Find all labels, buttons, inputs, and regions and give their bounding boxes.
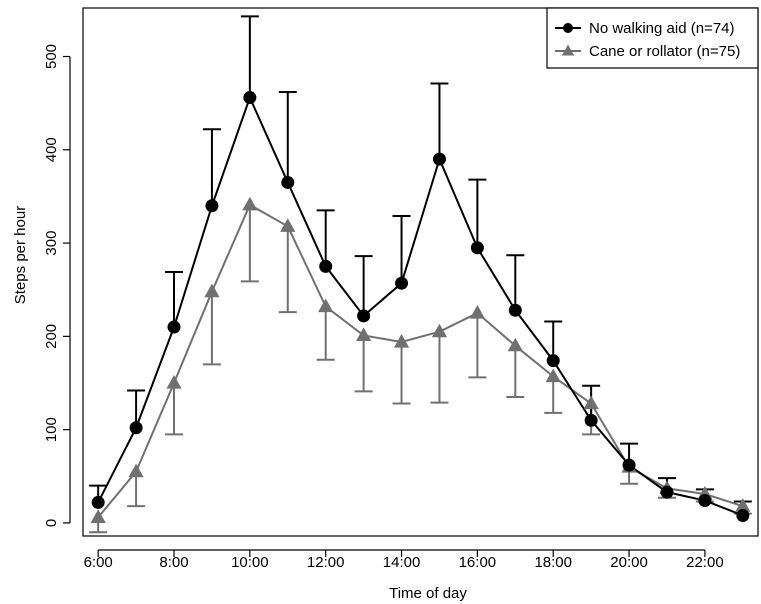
data-point-no-walking-aid xyxy=(395,276,409,290)
data-point-cane-or-rollator xyxy=(128,463,144,478)
x-tick-label: 14:00 xyxy=(383,554,421,571)
y-tick-label: 300 xyxy=(43,231,60,256)
data-point-no-walking-aid xyxy=(508,303,522,317)
data-point-no-walking-aid xyxy=(243,91,257,105)
legend-label: Cane or rollator (n=75) xyxy=(589,43,740,60)
data-point-cane-or-rollator xyxy=(356,327,372,342)
data-point-no-walking-aid xyxy=(167,320,181,334)
data-point-cane-or-rollator xyxy=(431,323,448,338)
y-tick-label: 100 xyxy=(43,417,60,442)
x-tick-label: 6:00 xyxy=(84,554,113,571)
x-tick-label: 10:00 xyxy=(231,554,269,571)
data-point-cane-or-rollator xyxy=(735,498,751,512)
x-tick-label: 12:00 xyxy=(307,554,345,571)
x-tick-label: 18:00 xyxy=(534,554,572,571)
data-point-no-walking-aid xyxy=(129,421,143,435)
x-axis-label: Time of day xyxy=(389,585,467,602)
data-point-cane-or-rollator xyxy=(280,218,296,232)
legend: No walking aid (n=74) Cane or rollator (n… xyxy=(546,7,759,69)
series-line-cane-or-rollator xyxy=(97,203,744,518)
y-tick-label: 500 xyxy=(43,44,60,69)
data-point-cane-or-rollator xyxy=(507,337,523,352)
data-point-no-walking-aid xyxy=(319,259,333,273)
y-axis-label: Steps per hour xyxy=(12,206,29,304)
legend-marker-triangle xyxy=(561,44,575,56)
data-point-cane-or-rollator xyxy=(393,333,410,348)
data-point-no-walking-aid xyxy=(357,309,371,323)
y-tick-label: 400 xyxy=(43,137,60,162)
data-point-no-walking-aid xyxy=(622,458,636,472)
data-point-no-walking-aid xyxy=(546,354,560,368)
data-point-cane-or-rollator xyxy=(242,196,258,211)
x-tick-label: 20:00 xyxy=(610,554,648,571)
y-tick-label: 0 xyxy=(43,519,60,527)
y-tick-label: 200 xyxy=(43,324,60,349)
x-tick-label: 8:00 xyxy=(159,554,188,571)
data-point-no-walking-aid xyxy=(281,175,295,189)
data-point-no-walking-aid xyxy=(584,413,598,427)
x-tick-label: 16:00 xyxy=(459,554,497,571)
data-point-no-walking-aid xyxy=(91,495,105,509)
x-tick-label: 22:00 xyxy=(686,554,724,571)
data-point-no-walking-aid xyxy=(205,199,219,213)
data-point-cane-or-rollator xyxy=(318,298,334,313)
data-point-cane-or-rollator xyxy=(469,305,485,319)
legend-box xyxy=(546,7,759,69)
data-point-no-walking-aid xyxy=(660,485,674,499)
data-point-cane-or-rollator xyxy=(545,368,561,383)
plot-frame xyxy=(82,7,759,537)
legend-marker-circle xyxy=(563,23,573,33)
data-point-cane-or-rollator xyxy=(583,395,599,410)
data-point-no-walking-aid xyxy=(698,494,712,508)
data-point-no-walking-aid xyxy=(432,152,446,166)
series-line-no-walking-aid xyxy=(97,94,744,517)
data-point-no-walking-aid xyxy=(470,241,484,255)
data-point-no-walking-aid xyxy=(736,508,750,522)
axes: 6:00 8:00 10:00 12:00 14:00 16:00 18:00 20:00 22… xyxy=(43,7,759,571)
legend-label: No walking aid (n=74) xyxy=(589,20,735,37)
data-point-cane-or-rollator xyxy=(90,509,106,523)
series-layer xyxy=(89,15,752,534)
data-point-cane-or-rollator xyxy=(204,283,220,298)
data-point-cane-or-rollator xyxy=(166,375,182,389)
